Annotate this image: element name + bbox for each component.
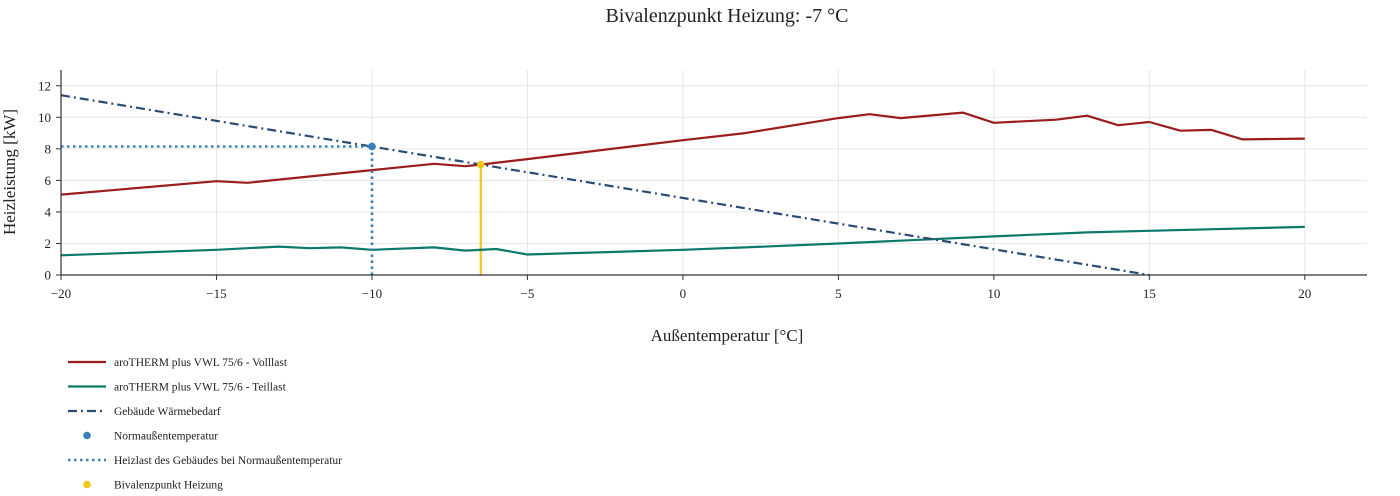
- series-marker-0: [368, 142, 376, 151]
- y-tick-label: 10: [38, 110, 51, 125]
- legend-label: Gebäude Wärmebedarf: [114, 406, 221, 418]
- legend-label: aroTHERM plus VWL 75/6 - Teillast: [114, 382, 287, 394]
- legend: aroTHERM plus VWL 75/6 - Volllast aroTHER…: [68, 357, 342, 492]
- x-tick-label: 0: [680, 286, 687, 301]
- series-line-0: [60, 111, 1305, 196]
- x-tick-label: −10: [362, 286, 382, 301]
- x-axis-title: Außentemperatur [°C]: [651, 326, 804, 345]
- series-line-2: [60, 94, 1150, 277]
- plot-series: [60, 94, 1305, 277]
- y-tick-label: 4: [45, 204, 52, 219]
- x-tick-label: −5: [521, 286, 535, 301]
- y-axis-title: Heizleistung [kW]: [0, 109, 19, 235]
- series-marker-1: [476, 160, 485, 169]
- y-tick-label: 0: [45, 268, 52, 283]
- x-tick-label: 10: [987, 286, 1000, 301]
- x-tick-label: 20: [1298, 286, 1311, 301]
- x-tick-label: −20: [51, 286, 71, 301]
- legend-label: Normaußentemperatur: [114, 431, 218, 443]
- y-tick-label: 8: [45, 141, 52, 156]
- legend-marker: [83, 480, 91, 489]
- x-tick-label: 5: [835, 286, 842, 301]
- plot-axes: −20 −15 −10 −5 0 5 10 15 20 0 2 4 6 8 10 12: [38, 70, 1367, 301]
- plot-grid: [60, 70, 1367, 276]
- series-line-1: [60, 225, 1305, 257]
- y-tick-label: 6: [45, 173, 52, 188]
- legend-label: aroTHERM plus VWL 75/6 - Volllast: [114, 357, 288, 369]
- x-tick-label: 15: [1143, 286, 1156, 301]
- x-tick-label: −15: [206, 286, 226, 301]
- legend-label: Heizlast des Gebäudes bei Normaußentempe…: [114, 455, 342, 467]
- chart-title: Bivalenzpunkt Heizung: -7 °C: [606, 5, 849, 27]
- legend-marker: [83, 431, 91, 440]
- y-tick-label: 12: [38, 78, 51, 93]
- legend-label: Bivalenzpunkt Heizung: [114, 480, 223, 492]
- y-tick-label: 2: [45, 236, 52, 251]
